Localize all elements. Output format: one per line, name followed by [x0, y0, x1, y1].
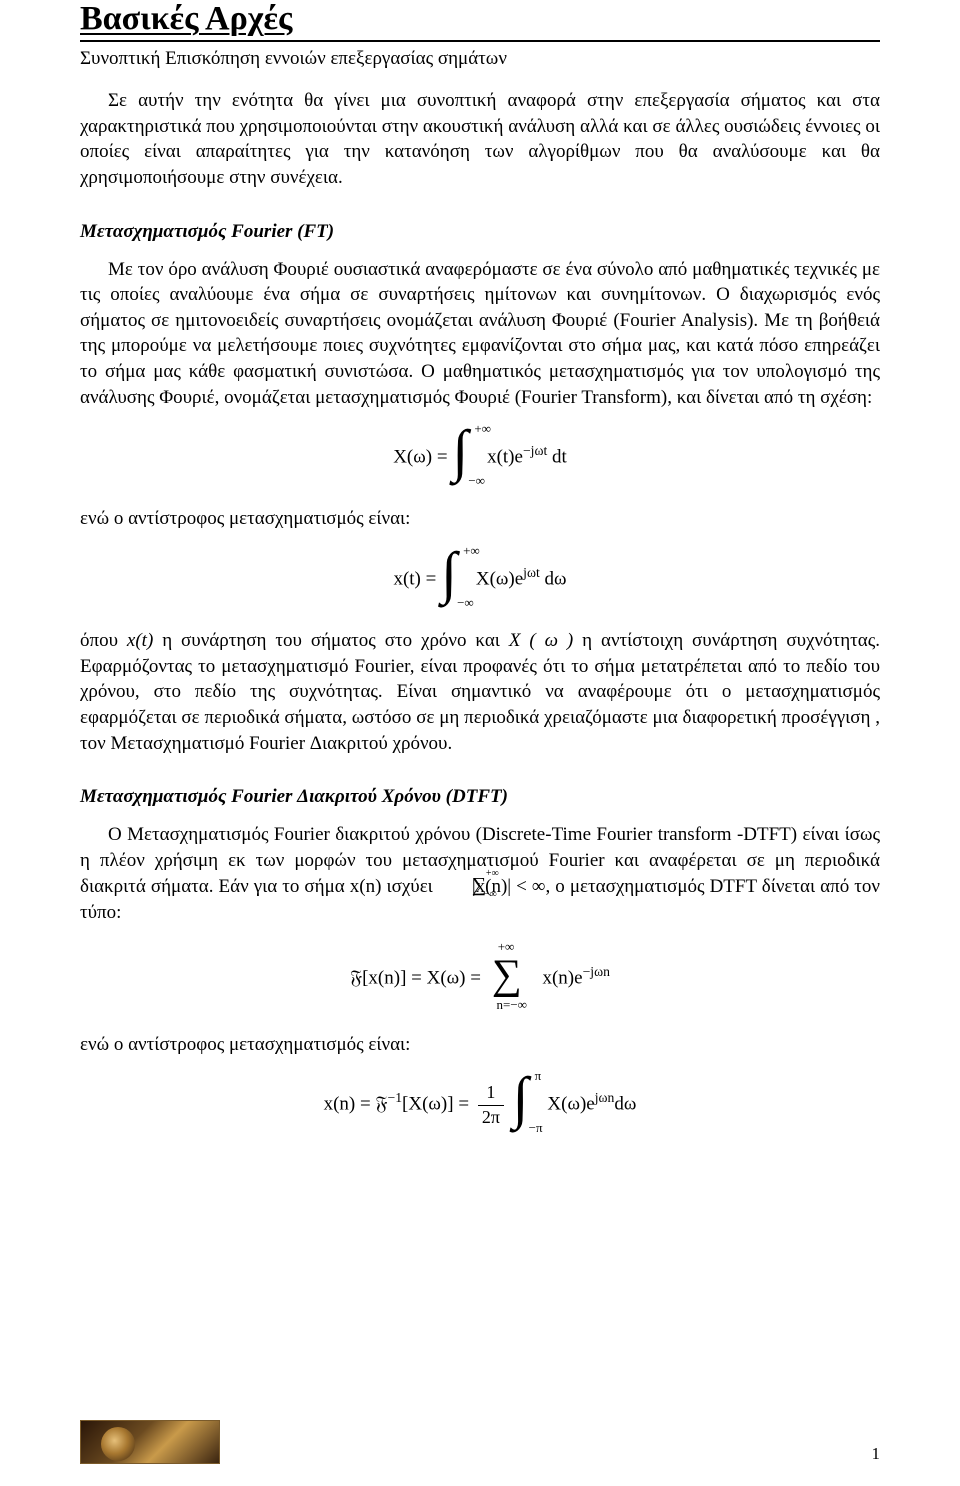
frac-num: 1 [478, 1083, 504, 1106]
footer-logo-icon [80, 1420, 220, 1464]
frac-den: 2π [478, 1106, 504, 1128]
eq-lhs: x(t) = [393, 568, 441, 589]
dtft-inverse-label: ενώ ο αντίστροφος μετασχηματισμός είναι: [80, 1032, 880, 1058]
sum-lower: n=−∞ [486, 998, 538, 1011]
eq-lhs: 𝔉[x(n)] = X(ω) = [350, 967, 486, 988]
page-number: 1 [872, 1444, 881, 1464]
integral-lower: −∞ [457, 596, 474, 609]
integral-symbol: ∫ π −π [513, 1075, 543, 1135]
sum-upper: +∞ [498, 940, 515, 953]
page: Βασικές Αρχές Συνοπτική Επισκόπηση εννοι… [0, 0, 960, 1486]
eq-exp: −jωt [523, 443, 547, 458]
equation-dtft: 𝔉[x(n)] = X(ω) = +∞ ∑ n=−∞ x(n)e−jωn [80, 944, 880, 1014]
ft-paragraph-2: όπου x(t) η συνάρτηση του σήματος στο χρ… [80, 628, 880, 756]
equation-ft: X(ω) = ∫ +∞ −∞ x(t)e−jωt dt [80, 428, 880, 488]
eq-diff: dω [614, 1094, 636, 1115]
eq-exp: −jωn [583, 964, 610, 979]
section-heading-ft: Μετασχηματισμός Fourier (FT) [80, 221, 880, 243]
integral-upper: +∞ [474, 422, 491, 435]
title-underline-wrap: Βασικές Αρχές [80, 0, 880, 42]
eq-integrand: X(ω)e [547, 1094, 594, 1115]
sum-upper: +∞ [458, 869, 499, 879]
eq-lhs-b: [X(ω)] = [402, 1094, 474, 1115]
eq-integrand: X(ω)e [476, 568, 523, 589]
integral-upper: π [535, 1069, 542, 1082]
eq-lhs: x(n) = 𝔉 [324, 1094, 388, 1115]
sum-symbol: +∞ ∑ n=−∞ [486, 944, 538, 1014]
fraction: 1 2π [478, 1083, 504, 1128]
text: όπου [80, 630, 127, 651]
eq-lhs-sup: −1 [388, 1090, 403, 1105]
intro-paragraph: Σε αυτήν την ενότητα θα γίνει μια συνοπτ… [80, 88, 880, 191]
page-footer: 1 [80, 1420, 880, 1470]
eq-lhs: X(ω) = [393, 447, 452, 468]
page-subtitle: Συνοπτική Επισκόπηση εννοιών επεξεργασία… [80, 48, 880, 70]
equation-idtft: x(n) = 𝔉−1[X(ω)] = 1 2π ∫ π −π X(ω)ejωnd… [80, 1075, 880, 1135]
equation-ift: x(t) = ∫ +∞ −∞ X(ω)ejωt dω [80, 550, 880, 610]
integral-lower: −π [529, 1121, 543, 1134]
eq-exp: jωt [523, 565, 540, 580]
eq-diff: dt [547, 447, 567, 468]
integral-upper: +∞ [463, 544, 480, 557]
eq-integrand: x(t)e [487, 447, 523, 468]
text: η συνάρτηση του σήματος στο χρόνο και [153, 630, 509, 651]
eq-exp: jωn [595, 1090, 615, 1105]
section-heading-dtft: Μετασχηματισμός Fourier Διακριτού Χρόνου… [80, 786, 880, 808]
integral-lower: −∞ [468, 474, 485, 487]
integral-symbol: ∫ +∞ −∞ [452, 428, 482, 488]
inline-math-xt: x(t) [127, 630, 153, 651]
inline-sum-icon: ∑+∞−∞ [440, 874, 470, 900]
ft-inverse-label: ενώ ο αντίστροφος μετασχηματισμός είναι: [80, 506, 880, 532]
dtft-paragraph-1: Ο Μετασχηματισμός Fourier διακριτού χρόν… [80, 822, 880, 926]
integral-symbol: ∫ +∞ −∞ [441, 550, 471, 610]
eq-diff: dω [540, 568, 567, 589]
eq-summand: x(n)e [542, 967, 582, 988]
inline-math-xw: X ( ω ) [509, 630, 573, 651]
sum-lower: −∞ [456, 890, 497, 900]
page-title: Βασικές Αρχές [80, 0, 880, 40]
